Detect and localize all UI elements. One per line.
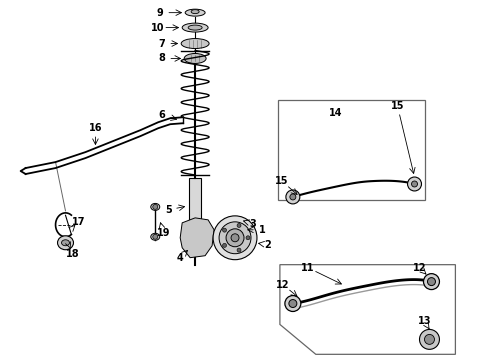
Circle shape bbox=[222, 228, 226, 232]
Circle shape bbox=[153, 204, 158, 210]
Polygon shape bbox=[180, 218, 214, 258]
Text: 18: 18 bbox=[66, 249, 79, 259]
Text: 10: 10 bbox=[150, 23, 164, 33]
Text: 6: 6 bbox=[159, 110, 166, 120]
Text: 19: 19 bbox=[156, 228, 170, 238]
Ellipse shape bbox=[181, 39, 209, 49]
Circle shape bbox=[246, 236, 250, 240]
Bar bbox=[189, 178, 201, 235]
Ellipse shape bbox=[188, 25, 202, 30]
Ellipse shape bbox=[185, 9, 205, 16]
Circle shape bbox=[286, 190, 300, 204]
Text: 17: 17 bbox=[72, 217, 85, 227]
Circle shape bbox=[237, 224, 241, 228]
Ellipse shape bbox=[184, 54, 206, 63]
Circle shape bbox=[237, 248, 241, 252]
Ellipse shape bbox=[151, 233, 160, 240]
Bar bbox=[278, 100, 425, 200]
Text: 2: 2 bbox=[265, 240, 271, 250]
Circle shape bbox=[423, 274, 440, 289]
Text: 8: 8 bbox=[159, 54, 166, 63]
Text: 12: 12 bbox=[276, 280, 290, 289]
Circle shape bbox=[153, 234, 158, 239]
Ellipse shape bbox=[57, 236, 74, 250]
Circle shape bbox=[408, 177, 421, 191]
Text: 3: 3 bbox=[249, 219, 256, 229]
Circle shape bbox=[289, 300, 297, 307]
Text: 13: 13 bbox=[418, 316, 431, 327]
Text: 4: 4 bbox=[177, 253, 184, 263]
Circle shape bbox=[412, 181, 417, 187]
Text: 1: 1 bbox=[259, 225, 265, 235]
Ellipse shape bbox=[62, 240, 70, 246]
Text: 11: 11 bbox=[301, 263, 315, 273]
Text: 9: 9 bbox=[157, 8, 164, 18]
Circle shape bbox=[231, 234, 239, 242]
Ellipse shape bbox=[182, 23, 208, 32]
Circle shape bbox=[419, 329, 440, 349]
Circle shape bbox=[285, 296, 301, 311]
Circle shape bbox=[213, 216, 257, 260]
Text: 7: 7 bbox=[159, 39, 166, 49]
Text: 12: 12 bbox=[413, 263, 426, 273]
Circle shape bbox=[424, 334, 435, 345]
Ellipse shape bbox=[191, 10, 199, 14]
Circle shape bbox=[290, 194, 296, 200]
Circle shape bbox=[222, 243, 226, 247]
Text: 15: 15 bbox=[391, 101, 404, 111]
Text: 15: 15 bbox=[275, 176, 289, 186]
Circle shape bbox=[427, 278, 436, 285]
Text: 5: 5 bbox=[165, 205, 172, 215]
Circle shape bbox=[219, 222, 251, 254]
Text: 16: 16 bbox=[89, 123, 102, 133]
Ellipse shape bbox=[151, 203, 160, 210]
Circle shape bbox=[226, 229, 244, 247]
Text: 14: 14 bbox=[329, 108, 343, 118]
